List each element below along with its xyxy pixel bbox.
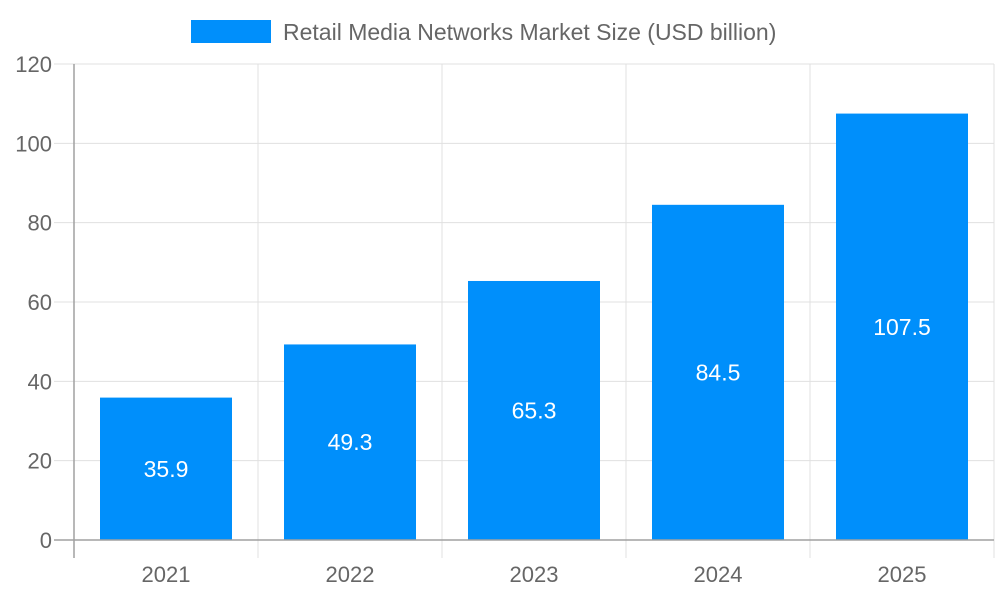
- x-tick-label: 2022: [326, 562, 375, 587]
- x-tick-label: 2023: [510, 562, 559, 587]
- y-tick-label: 100: [15, 131, 52, 156]
- y-tick-label: 120: [15, 52, 52, 77]
- axes: 0 20 40 60 80 100 120 2021 2022 2023 2024 2025: [15, 52, 994, 587]
- bar-2023: [468, 280, 600, 540]
- x-tick-label: 2024: [694, 562, 743, 587]
- legend-label: Retail Media Networks Market Size (USD b…: [283, 19, 776, 45]
- data-label: 65.3: [512, 397, 557, 423]
- x-tick-label: 2025: [878, 562, 927, 587]
- data-label: 107.5: [873, 314, 931, 340]
- data-label: 35.9: [144, 456, 189, 482]
- y-tick-label: 80: [28, 211, 52, 236]
- bar-2024: [652, 204, 784, 541]
- legend[interactable]: Retail Media Networks Market Size (USD b…: [191, 19, 776, 45]
- data-label: 49.3: [328, 429, 373, 455]
- data-label: 84.5: [696, 359, 741, 385]
- y-tick-label: 0: [40, 528, 52, 553]
- x-tick-label: 2021: [142, 562, 191, 587]
- y-tick-label: 20: [28, 449, 52, 474]
- y-tick-label: 60: [28, 290, 52, 315]
- legend-swatch: [191, 20, 271, 43]
- bar-2022: [284, 344, 416, 540]
- bars: 35.9 49.3 65.3 84.5 107.5: [100, 113, 968, 541]
- bar-2025: [836, 113, 968, 540]
- y-tick-label: 40: [28, 369, 52, 394]
- bar-2021: [100, 397, 232, 540]
